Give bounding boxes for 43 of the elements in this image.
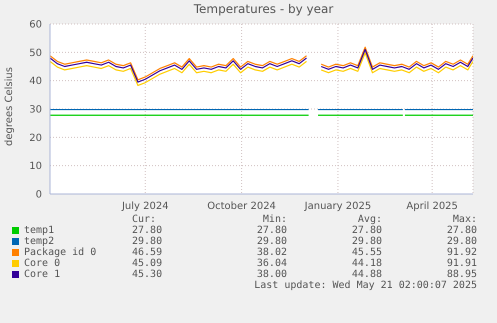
text: 27.80: [446, 225, 477, 236]
text: 46.59: [132, 247, 164, 258]
text: 44.18: [350, 258, 382, 269]
text: 38.02: [256, 247, 287, 258]
legend-label: Core 0: [24, 258, 60, 269]
text: 44.88: [350, 269, 382, 280]
x-tick-label: January 2025: [304, 201, 372, 212]
y-tick-label: 30: [29, 104, 42, 116]
y-tick-label: 0: [36, 190, 42, 201]
text: 27.80: [350, 225, 382, 236]
y-tick-label: 60: [29, 20, 42, 31]
legend-label: Package id 0: [24, 247, 96, 258]
text: Avg:: [356, 214, 382, 225]
text: 29.80: [446, 236, 477, 247]
legend-label: temp2: [24, 236, 54, 247]
text: Max:: [452, 214, 477, 225]
text: Cur:: [132, 214, 158, 225]
chart-title: Temperatures - by year: [192, 2, 334, 16]
x-tick-label: April 2025: [406, 201, 458, 212]
text: 45.55: [350, 247, 382, 258]
legend-label: Core 1: [24, 269, 60, 280]
text: 91.91: [446, 258, 477, 269]
text: Last update: Wed May 21 02:00:07 2025: [253, 280, 477, 291]
text: 29.80: [256, 236, 287, 247]
text: 29.80: [132, 236, 164, 247]
text: 27.80: [132, 225, 164, 236]
text: 29.80: [350, 236, 382, 247]
text: 88.95: [446, 269, 477, 280]
x-tick-label: October 2024: [207, 201, 276, 212]
legend-label: temp1: [24, 225, 54, 236]
text: Min:: [262, 214, 287, 225]
text: 91.92: [446, 247, 477, 258]
text: 27.80: [256, 225, 287, 236]
y-tick-label: 20: [29, 132, 42, 144]
y-tick-label: 40: [29, 76, 42, 88]
y-tick-label: 10: [29, 161, 42, 172]
text: 36.04: [256, 258, 287, 269]
text: 45.09: [132, 258, 164, 269]
y-tick-label: 50: [29, 48, 42, 59]
text: 45.30: [132, 269, 164, 280]
y-axis-title: degrees Celsius: [4, 66, 15, 146]
x-tick-label: July 2024: [120, 201, 169, 212]
text: 38.00: [256, 269, 287, 280]
